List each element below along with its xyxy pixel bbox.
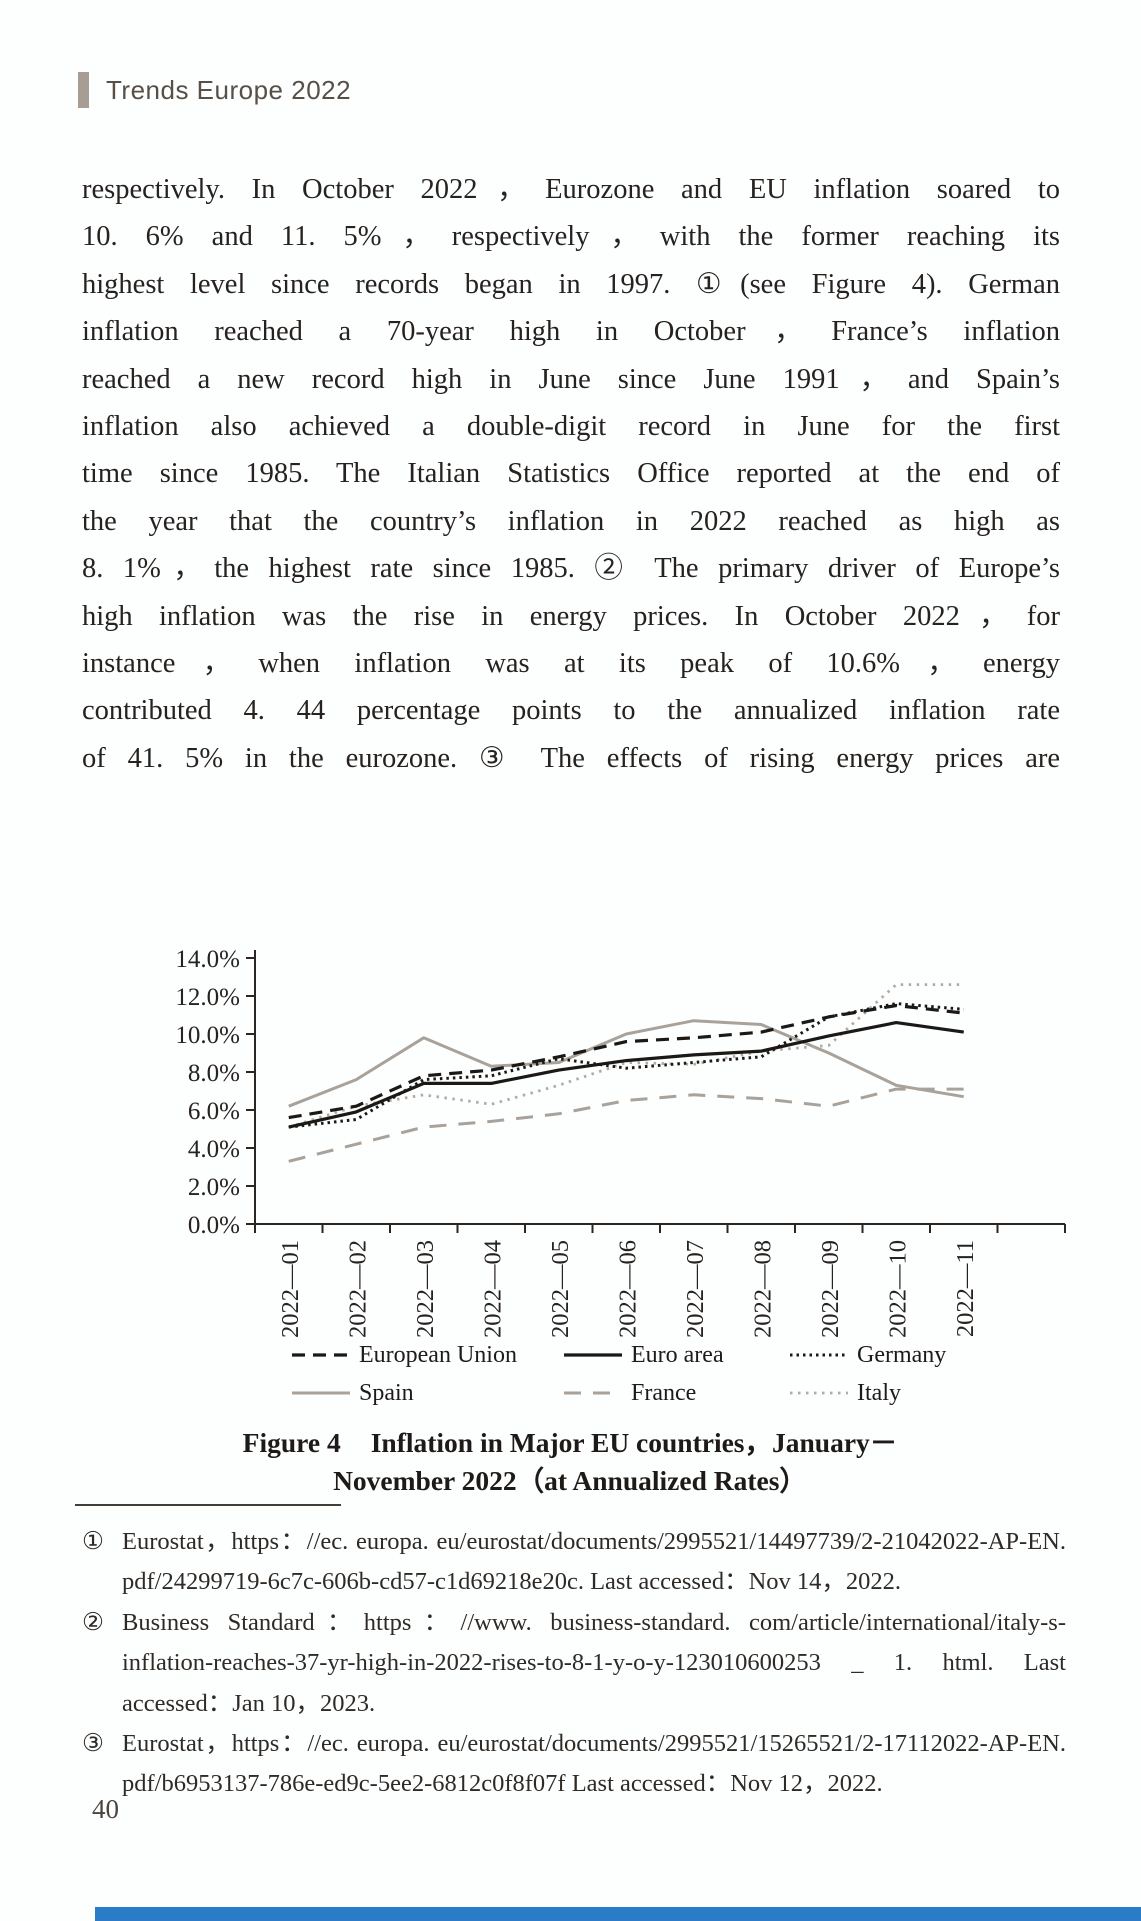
footnote-marker: ②: [82, 1608, 104, 1636]
bottom-blue-bar: [95, 1907, 1141, 1921]
footnote-text: Eurostat，https：//ec. europa. eu/eurostat…: [122, 1528, 1066, 1596]
svg-text:2.0%: 2.0%: [188, 1174, 240, 1201]
footnote-text: Eurostat，https：//ec. europa. eu/eurostat…: [122, 1730, 1066, 1798]
figure-caption: Figure 4 Inflation in Major EU countries，…: [90, 1424, 1050, 1500]
caption-line-2: November 2022（at Annualized Rates）: [333, 1465, 807, 1496]
svg-text:12.0%: 12.0%: [175, 984, 240, 1011]
series-line-spain: [288, 1019, 964, 1108]
header-accent-bar: [78, 72, 89, 108]
series-line-euro-area: [288, 1020, 964, 1129]
footnote-separator: [75, 1504, 341, 1506]
svg-text:2022—10: 2022—10: [884, 1240, 911, 1338]
legend-item-germany: Germany: [790, 1342, 970, 1369]
body-line: the year that the country’s inflation in…: [82, 505, 1060, 537]
svg-text:2022—09: 2022—09: [817, 1240, 844, 1338]
legend-item-france: France: [564, 1380, 790, 1407]
chart-legend: European Union Euro area Germany Spain Franc…: [292, 1336, 972, 1412]
caption-text: Inflation in Major EU countries，January－: [370, 1427, 898, 1458]
chart-canvas: 0.0% 2.0% 4.0% 6.0% 8.0% 10.0% 12.0% 14.0% 2022—…: [175, 946, 1066, 1338]
legend-swatch-france: [564, 1391, 622, 1395]
svg-text:2022—05: 2022—05: [547, 1240, 574, 1338]
footnotes: ① Eurostat，https：//ec. europa. eu/eurosta…: [82, 1522, 1066, 1805]
caption-line-1: Figure 4 Inflation in Major EU countries，…: [90, 1424, 1050, 1462]
legend-swatch-european-union: [292, 1353, 350, 1357]
legend-swatch-italy: [790, 1391, 848, 1395]
svg-text:4.0%: 4.0%: [188, 1136, 240, 1163]
body-line: contributed 4. 44 percentage points to t…: [82, 695, 1060, 727]
legend-label: Euro area: [631, 1341, 724, 1368]
svg-text:2022—06: 2022—06: [614, 1240, 641, 1338]
legend-item-european-union: European Union: [292, 1342, 564, 1369]
legend-swatch-germany: [790, 1353, 848, 1357]
svg-text:6.0%: 6.0%: [188, 1098, 240, 1125]
legend-item-italy: Italy: [790, 1380, 970, 1407]
footnote-marker: ①: [82, 1528, 104, 1555]
svg-text:8.0%: 8.0%: [188, 1060, 240, 1087]
series-line-france: [288, 1087, 964, 1163]
body-line: inflation reached a 70-year high in Octo…: [82, 316, 1060, 348]
body-line: of 41. 5% in the eurozone. ③ The effects…: [82, 742, 1060, 774]
body-line: highest level since records began in 199…: [82, 268, 1060, 300]
legend-swatch-spain: [292, 1391, 350, 1395]
body-line: respectively. In October 2022，Eurozone a…: [82, 174, 1060, 205]
body-line: instance，when inflation was at its peak …: [82, 647, 1060, 679]
series-line-italy: [288, 983, 964, 1129]
figure-label: Figure 4: [242, 1427, 341, 1458]
body-line: 8. 1%，the highest rate since 1985. ② The…: [82, 553, 1060, 585]
legend-label: Spain: [359, 1379, 414, 1406]
body-line: time since 1985. The Italian Statistics …: [82, 458, 1060, 490]
body-line: reached a new record high in June since …: [82, 363, 1060, 395]
legend-swatch-euro-area: [564, 1353, 622, 1357]
page-header: Trends Europe 2022: [78, 72, 351, 108]
body-text: respectively. In October 2022，Eurozone a…: [82, 166, 1060, 782]
inflation-line-chart: 0.0% 2.0% 4.0% 6.0% 8.0% 10.0% 12.0% 14.0% 2022—…: [160, 942, 1090, 1367]
footnote-item: ① Eurostat，https：//ec. europa. eu/eurosta…: [82, 1522, 1066, 1603]
legend-label: Germany: [857, 1341, 947, 1368]
svg-text:2022—08: 2022—08: [749, 1240, 776, 1338]
legend-item-euro-area: Euro area: [564, 1342, 790, 1369]
svg-text:2022—02: 2022—02: [344, 1240, 371, 1338]
body-line: 10. 6% and 11. 5%，respectively，with the …: [82, 221, 1060, 253]
legend-item-spain: Spain: [292, 1380, 564, 1407]
series-line-germany: [288, 1002, 964, 1129]
svg-text:2022—01: 2022—01: [277, 1240, 304, 1338]
legend-label: European Union: [359, 1341, 517, 1368]
svg-text:0.0%: 0.0%: [188, 1212, 240, 1239]
legend-row: Spain France Italy: [292, 1374, 972, 1412]
running-head-title: Trends Europe 2022: [106, 74, 352, 105]
legend-label: Italy: [857, 1379, 901, 1406]
body-line: inflation also achieved a double-digit r…: [82, 410, 1060, 442]
body-line: high inflation was the rise in energy pr…: [82, 600, 1060, 632]
footnote-item: ③ Eurostat，https：//ec. europa. eu/eurosta…: [82, 1724, 1066, 1805]
footnote-text: Business Standard：https：//www. business-…: [122, 1608, 1066, 1717]
page-number: 40: [92, 1794, 119, 1824]
svg-text:2022—04: 2022—04: [479, 1240, 506, 1338]
legend-row: European Union Euro area Germany: [292, 1336, 972, 1374]
footnote-item: ② Business Standard：https：//www. business…: [82, 1603, 1066, 1724]
svg-text:10.0%: 10.0%: [175, 1022, 240, 1049]
footnote-marker: ③: [82, 1730, 104, 1758]
svg-text:2022—11: 2022—11: [952, 1240, 979, 1337]
svg-text:14.0%: 14.0%: [175, 946, 240, 973]
legend-label: France: [631, 1379, 697, 1406]
svg-text:2022—07: 2022—07: [682, 1240, 709, 1338]
svg-text:2022—03: 2022—03: [412, 1240, 439, 1338]
series-line-european-union: [288, 1003, 964, 1120]
